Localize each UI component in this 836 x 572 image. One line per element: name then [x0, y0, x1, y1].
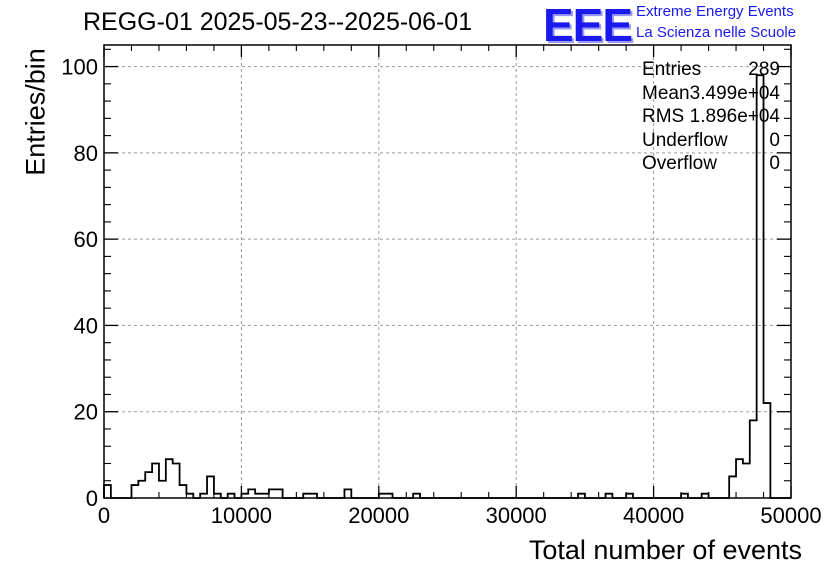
- x-tick-label: 50000: [760, 503, 821, 528]
- logo-subtitle-2: La Scienza nelle Scuole: [636, 24, 797, 41]
- histogram-bin: [729, 476, 736, 498]
- histogram-bin: [207, 476, 214, 498]
- x-tick-label: 10000: [211, 503, 272, 528]
- y-tick-label: 80: [74, 141, 98, 166]
- y-tick-labels: 0 20 40 60 80 100: [61, 55, 98, 511]
- stat-value: 3.499e+04: [689, 82, 780, 104]
- histogram-bin: [138, 481, 145, 498]
- stat-key: Underflow: [642, 129, 728, 151]
- stat-key: Mean: [642, 82, 690, 104]
- y-tick-label: 100: [61, 55, 98, 80]
- y-tick-label: 0: [86, 486, 98, 511]
- x-tick-label: 30000: [486, 503, 547, 528]
- histogram-bin: [173, 463, 180, 498]
- stat-key: RMS: [642, 106, 685, 127]
- histogram-bin: [104, 485, 111, 498]
- histogram-bin: [166, 459, 173, 498]
- histogram-bin: [131, 485, 138, 498]
- stat-value: 1.896e+04: [689, 106, 780, 127]
- x-axis-label: Total number of events: [528, 535, 802, 565]
- stat-key: Entries: [642, 59, 702, 80]
- histogram-bin: [145, 472, 152, 498]
- histogram-bin: [152, 463, 159, 498]
- histogram-bin: [159, 481, 166, 498]
- stat-underflow: Underflow 0: [642, 129, 780, 153]
- histogram-bin: [750, 420, 757, 498]
- stat-rms: RMS 1.896e+04: [642, 105, 780, 129]
- x-tick-labels: 0 10000 20000 30000 40000 50000: [98, 503, 822, 528]
- histogram-bin: [269, 489, 276, 498]
- histogram-bin: [743, 463, 750, 498]
- stat-mean: Mean 3.499e+04: [642, 82, 780, 106]
- y-axis-label: Entries/bin: [20, 48, 51, 176]
- stat-entries: Entries 289: [642, 58, 780, 82]
- stat-value: 289: [748, 59, 780, 80]
- y-tick-label: 40: [74, 313, 98, 338]
- y-tick-label: 20: [74, 400, 98, 425]
- histogram-bin: [736, 459, 743, 498]
- histogram-outline: [103, 74, 791, 499]
- logo-subtitle-1: Extreme Energy Events: [636, 3, 794, 20]
- stat-value: 0: [769, 153, 780, 174]
- x-tick-label: 40000: [623, 503, 684, 528]
- stat-value: 0: [769, 129, 780, 151]
- x-tick-label: 0: [98, 503, 110, 528]
- histogram-bin: [344, 489, 351, 498]
- grid-lines: [104, 45, 791, 498]
- stats-box: Entries 289 Mean 3.499e+04 RMS 1.896e+04 Un…: [642, 58, 780, 176]
- stat-key: Overflow: [642, 153, 717, 174]
- stat-overflow: Overflow 0: [642, 152, 780, 176]
- x-tick-label: 20000: [348, 503, 409, 528]
- histogram-bin: [276, 489, 283, 498]
- chart-title: REGG-01 2025-05-23--2025-06-01: [83, 8, 473, 36]
- histogram-bin: [764, 403, 771, 498]
- eee-logo: EEE: [543, 0, 633, 51]
- histogram-bin: [248, 489, 255, 498]
- histogram-bin: [180, 485, 187, 498]
- y-tick-label: 60: [74, 227, 98, 252]
